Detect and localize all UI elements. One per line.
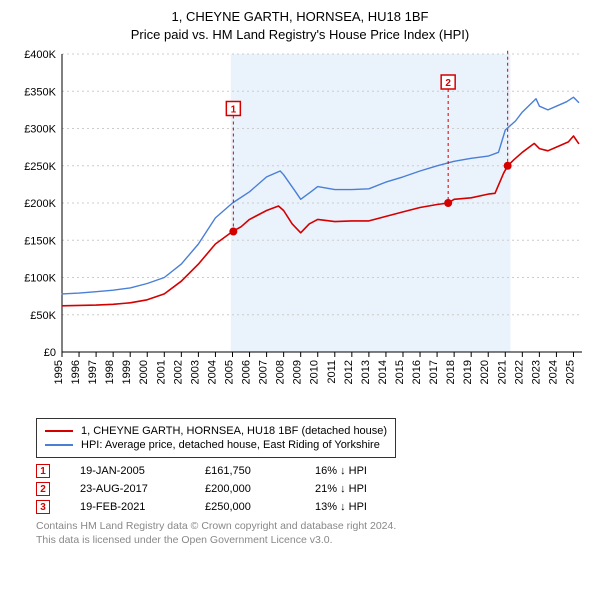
footer-line-2: This data is licensed under the Open Gov… [36, 534, 580, 548]
svg-text:2011: 2011 [326, 360, 338, 384]
footer-line-1: Contains HM Land Registry data © Crown c… [36, 520, 580, 534]
svg-text:£400K: £400K [24, 50, 56, 61]
sale-date: 19-FEB-2021 [80, 501, 175, 513]
svg-text:£150K: £150K [24, 236, 56, 248]
svg-text:2013: 2013 [360, 360, 372, 384]
sale-date: 23-AUG-2017 [80, 483, 175, 495]
svg-text:2007: 2007 [258, 360, 270, 384]
sale-price: £200,000 [205, 483, 285, 495]
svg-text:2004: 2004 [206, 360, 218, 384]
sale-diff: 16% ↓ HPI [315, 465, 415, 477]
legend-swatch [45, 444, 73, 446]
sale-marker-box: 1 [36, 464, 50, 478]
sale-diff: 21% ↓ HPI [315, 483, 415, 495]
svg-text:£100K: £100K [24, 273, 56, 285]
title-line-1: 1, CHEYNE GARTH, HORNSEA, HU18 1BF [10, 8, 590, 26]
svg-text:1998: 1998 [104, 360, 116, 384]
legend-swatch [45, 430, 73, 432]
svg-text:2010: 2010 [309, 360, 321, 384]
svg-text:£0: £0 [44, 347, 56, 359]
legend-row: HPI: Average price, detached house, East… [45, 439, 387, 451]
svg-text:2: 2 [445, 78, 451, 89]
sales-table: 1 19-JAN-2005 £161,750 16% ↓ HPI 2 23-AUG-201… [36, 464, 580, 514]
svg-text:2022: 2022 [513, 360, 525, 384]
svg-text:2018: 2018 [445, 360, 457, 384]
sale-marker-box: 3 [36, 500, 50, 514]
svg-text:£50K: £50K [30, 310, 56, 322]
title-line-2: Price paid vs. HM Land Registry's House … [10, 26, 590, 44]
legend-label: HPI: Average price, detached house, East… [81, 439, 380, 451]
sale-diff: 13% ↓ HPI [315, 501, 415, 513]
svg-text:1: 1 [231, 105, 237, 116]
svg-text:2024: 2024 [547, 360, 559, 384]
svg-text:£250K: £250K [24, 161, 56, 173]
svg-text:2001: 2001 [155, 360, 167, 384]
chart-area: £0 £50K £100K £150K £200K £250K £300K £350K £400… [10, 50, 590, 410]
svg-text:2009: 2009 [292, 360, 304, 384]
legend: 1, CHEYNE GARTH, HORNSEA, HU18 1BF (deta… [36, 418, 396, 458]
svg-text:2025: 2025 [564, 360, 576, 384]
svg-text:2021: 2021 [496, 360, 508, 384]
svg-text:2019: 2019 [462, 360, 474, 384]
svg-text:2005: 2005 [223, 360, 235, 384]
sale-price: £161,750 [205, 465, 285, 477]
svg-text:2017: 2017 [428, 360, 440, 384]
svg-text:£200K: £200K [24, 198, 56, 210]
svg-text:1995: 1995 [53, 360, 65, 384]
svg-text:2023: 2023 [530, 360, 542, 384]
svg-text:2000: 2000 [138, 360, 150, 384]
sales-row: 2 23-AUG-2017 £200,000 21% ↓ HPI [36, 482, 580, 496]
sales-row: 3 19-FEB-2021 £250,000 13% ↓ HPI [36, 500, 580, 514]
chart-title-block: 1, CHEYNE GARTH, HORNSEA, HU18 1BF Price… [10, 8, 590, 44]
svg-text:2003: 2003 [189, 360, 201, 384]
svg-text:2020: 2020 [479, 360, 491, 384]
sale-date: 19-JAN-2005 [80, 465, 175, 477]
sales-row: 1 19-JAN-2005 £161,750 16% ↓ HPI [36, 464, 580, 478]
svg-text:2014: 2014 [377, 360, 389, 384]
svg-text:2002: 2002 [172, 360, 184, 384]
svg-text:2016: 2016 [411, 360, 423, 384]
svg-text:2012: 2012 [343, 360, 355, 384]
footer-attribution: Contains HM Land Registry data © Crown c… [36, 520, 580, 547]
svg-text:2006: 2006 [241, 360, 253, 384]
svg-text:1996: 1996 [70, 360, 82, 384]
svg-text:£300K: £300K [24, 124, 56, 136]
chart-svg: £0 £50K £100K £150K £200K £250K £300K £350K £400… [10, 50, 590, 410]
sale-marker-box: 2 [36, 482, 50, 496]
svg-text:2015: 2015 [394, 360, 406, 384]
svg-text:2008: 2008 [275, 360, 287, 384]
svg-text:1999: 1999 [121, 360, 133, 384]
sale-price: £250,000 [205, 501, 285, 513]
svg-text:£350K: £350K [24, 87, 56, 99]
svg-text:1997: 1997 [87, 360, 99, 384]
legend-row: 1, CHEYNE GARTH, HORNSEA, HU18 1BF (deta… [45, 425, 387, 437]
legend-label: 1, CHEYNE GARTH, HORNSEA, HU18 1BF (deta… [81, 425, 387, 437]
